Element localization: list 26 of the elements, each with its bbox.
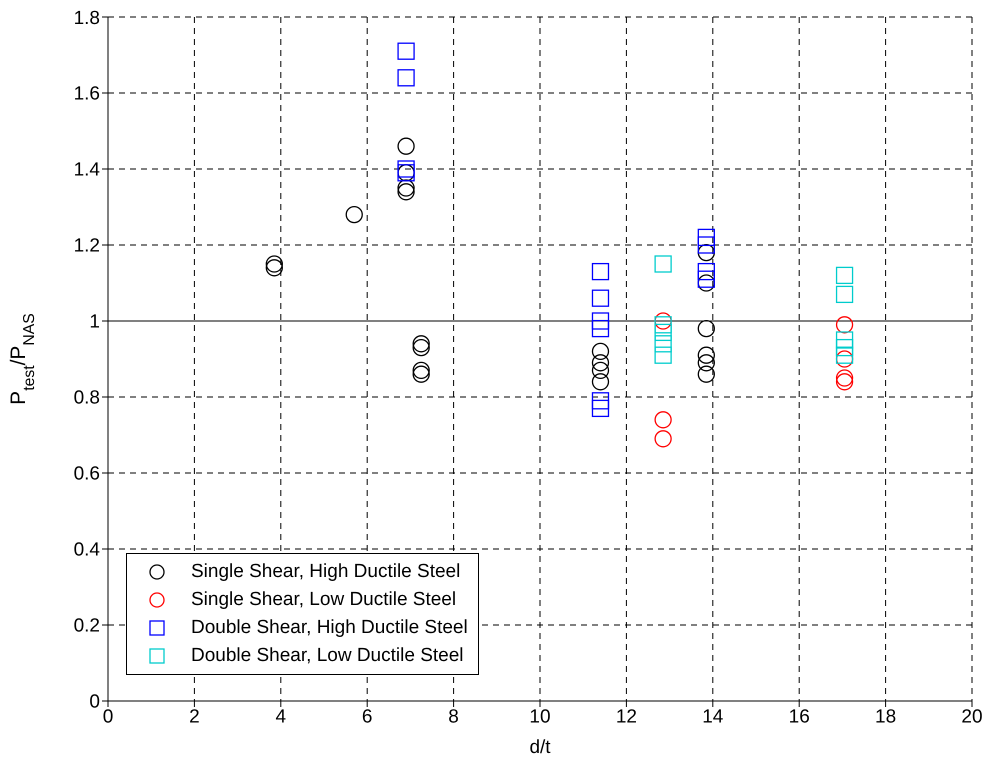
x-axis-title: d/t — [529, 737, 552, 758]
y-tick-label: 0 — [89, 692, 100, 713]
y-tick-label: 0.8 — [74, 388, 100, 409]
x-tick-label: 12 — [616, 706, 637, 728]
legend-label: Double Shear, Low Ductile Steel — [191, 645, 464, 667]
x-tick-label: 10 — [529, 706, 551, 728]
x-tick-label: 4 — [276, 706, 287, 728]
x-tick-label: 20 — [961, 706, 983, 728]
x-tick-label: 16 — [788, 706, 810, 728]
y-tick-label: 0.4 — [74, 540, 100, 561]
y-tick-label: 1.2 — [74, 236, 100, 257]
x-tick-label: 0 — [102, 706, 114, 728]
x-tick-label: 14 — [702, 706, 724, 728]
x-tick-label: 8 — [448, 706, 459, 728]
x-tick-label: 6 — [362, 706, 372, 728]
legend-label: Double Shear, High Ductile Steel — [191, 617, 468, 639]
x-tick-label: 2 — [189, 706, 200, 728]
y-tick-label: 1.4 — [74, 160, 100, 181]
y-tick-label: 0.2 — [74, 616, 100, 637]
y-tick-label: 0.6 — [74, 464, 100, 485]
x-tick-label: 18 — [875, 706, 896, 728]
legend-label: Single Shear, High Ductile Steel — [191, 561, 460, 583]
y-tick-label: 1 — [89, 312, 100, 333]
y-tick-label: 1.8 — [74, 8, 100, 29]
legend-label: Single Shear, Low Ductile Steel — [191, 589, 456, 611]
y-tick-label: 1.6 — [74, 84, 100, 105]
